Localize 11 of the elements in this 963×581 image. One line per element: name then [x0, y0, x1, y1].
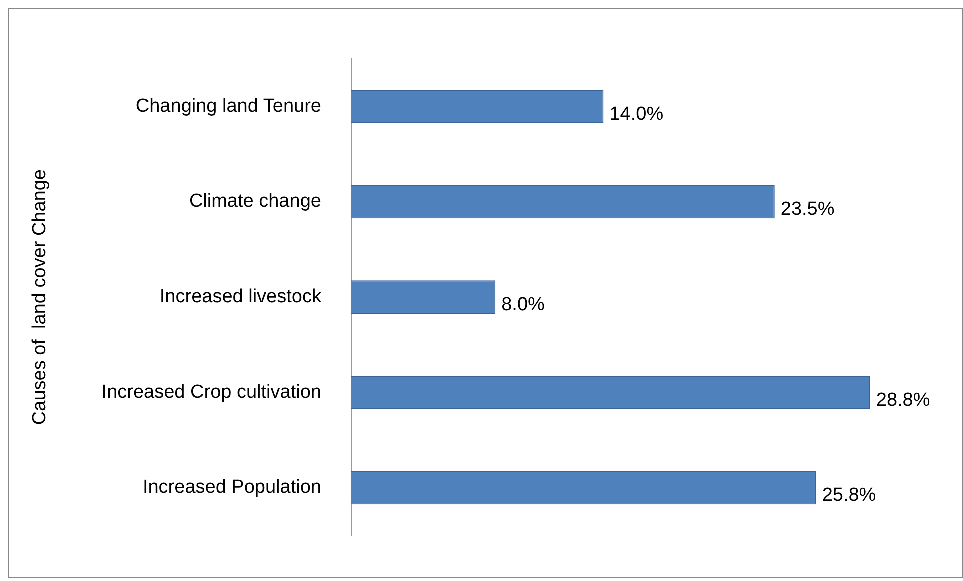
y-tick-label: Changing land Tenure	[136, 96, 322, 117]
data-label: 14.0%	[610, 104, 664, 125]
data-label: 25.8%	[822, 485, 876, 506]
y-tick-label: Climate change	[189, 191, 322, 212]
y-tick-label: Increased Population	[142, 477, 322, 498]
data-label: 23.5%	[780, 199, 835, 220]
y-axis-title: Causes of land cover Change	[30, 169, 51, 426]
data-label: 8.0%	[502, 294, 546, 316]
y-tick-label: Increased livestock	[160, 286, 322, 308]
data-label: 28.8%	[876, 390, 930, 411]
y-tick-label: Increased Crop cultivation	[102, 382, 322, 403]
